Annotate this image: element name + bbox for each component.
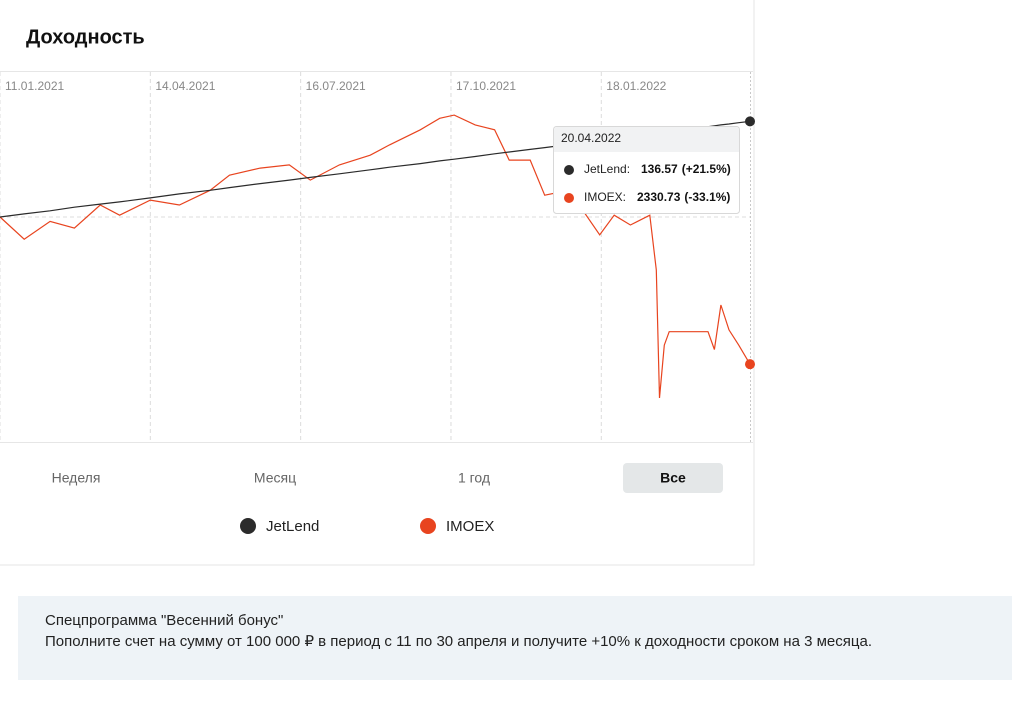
legend-item[interactable]: IMOEX (420, 518, 494, 535)
period-label[interactable]: Месяц (254, 470, 296, 486)
period-button[interactable]: Неделя (52, 470, 101, 486)
legend-label: JetLend (266, 518, 319, 535)
legend-label: IMOEX (446, 518, 494, 535)
x-tick-label: 18.01.2022 (606, 79, 666, 93)
period-button[interactable]: Месяц (254, 470, 296, 486)
banner-text: Пополните счет на сумму от 100 000 ₽ в п… (45, 633, 872, 650)
period-button[interactable]: Все (623, 463, 723, 493)
legend: JetLend IMOEX (240, 518, 494, 535)
tooltip-change: (-33.1%) (684, 190, 730, 204)
tooltip-date: 20.04.2022 (561, 131, 621, 145)
x-tick-label: 14.04.2021 (155, 79, 215, 93)
tooltip-header (554, 127, 739, 152)
period-switch: Неделя Месяц 1 год Все (52, 463, 723, 493)
tooltip: 20.04.2022 JetLend: 136.57 (+21.5%) IMOEX: 2… (553, 126, 740, 214)
period-label[interactable]: Все (660, 470, 686, 486)
x-tick-label: 17.10.2021 (456, 79, 516, 93)
period-label[interactable]: Неделя (52, 470, 101, 486)
legend-marker (420, 518, 436, 534)
legend-item[interactable]: JetLend (240, 518, 319, 535)
banner (18, 596, 1012, 680)
tooltip-value: 2330.73 (637, 190, 681, 204)
tooltip-marker (564, 193, 574, 203)
series-line (0, 114, 751, 399)
tooltip-marker (564, 165, 574, 175)
x-tick-label: 11.01.2021 (5, 79, 64, 93)
tooltip-label: JetLend: (584, 162, 630, 176)
legend-marker (240, 518, 256, 534)
period-active-bg (623, 463, 723, 493)
end-point (745, 116, 755, 127)
x-tick-label: 16.07.2021 (306, 79, 366, 93)
card-title: Доходность (26, 26, 145, 48)
banner-title: Спецпрограмма "Весенний бонус" (45, 612, 283, 629)
tooltip-change: (+21.5%) (682, 162, 731, 176)
period-label[interactable]: 1 год (458, 470, 490, 486)
end-point (745, 359, 755, 370)
tooltip-value: 136.57 (641, 162, 678, 176)
period-button[interactable]: 1 год (458, 470, 490, 486)
tooltip-label: IMOEX: (584, 190, 626, 204)
